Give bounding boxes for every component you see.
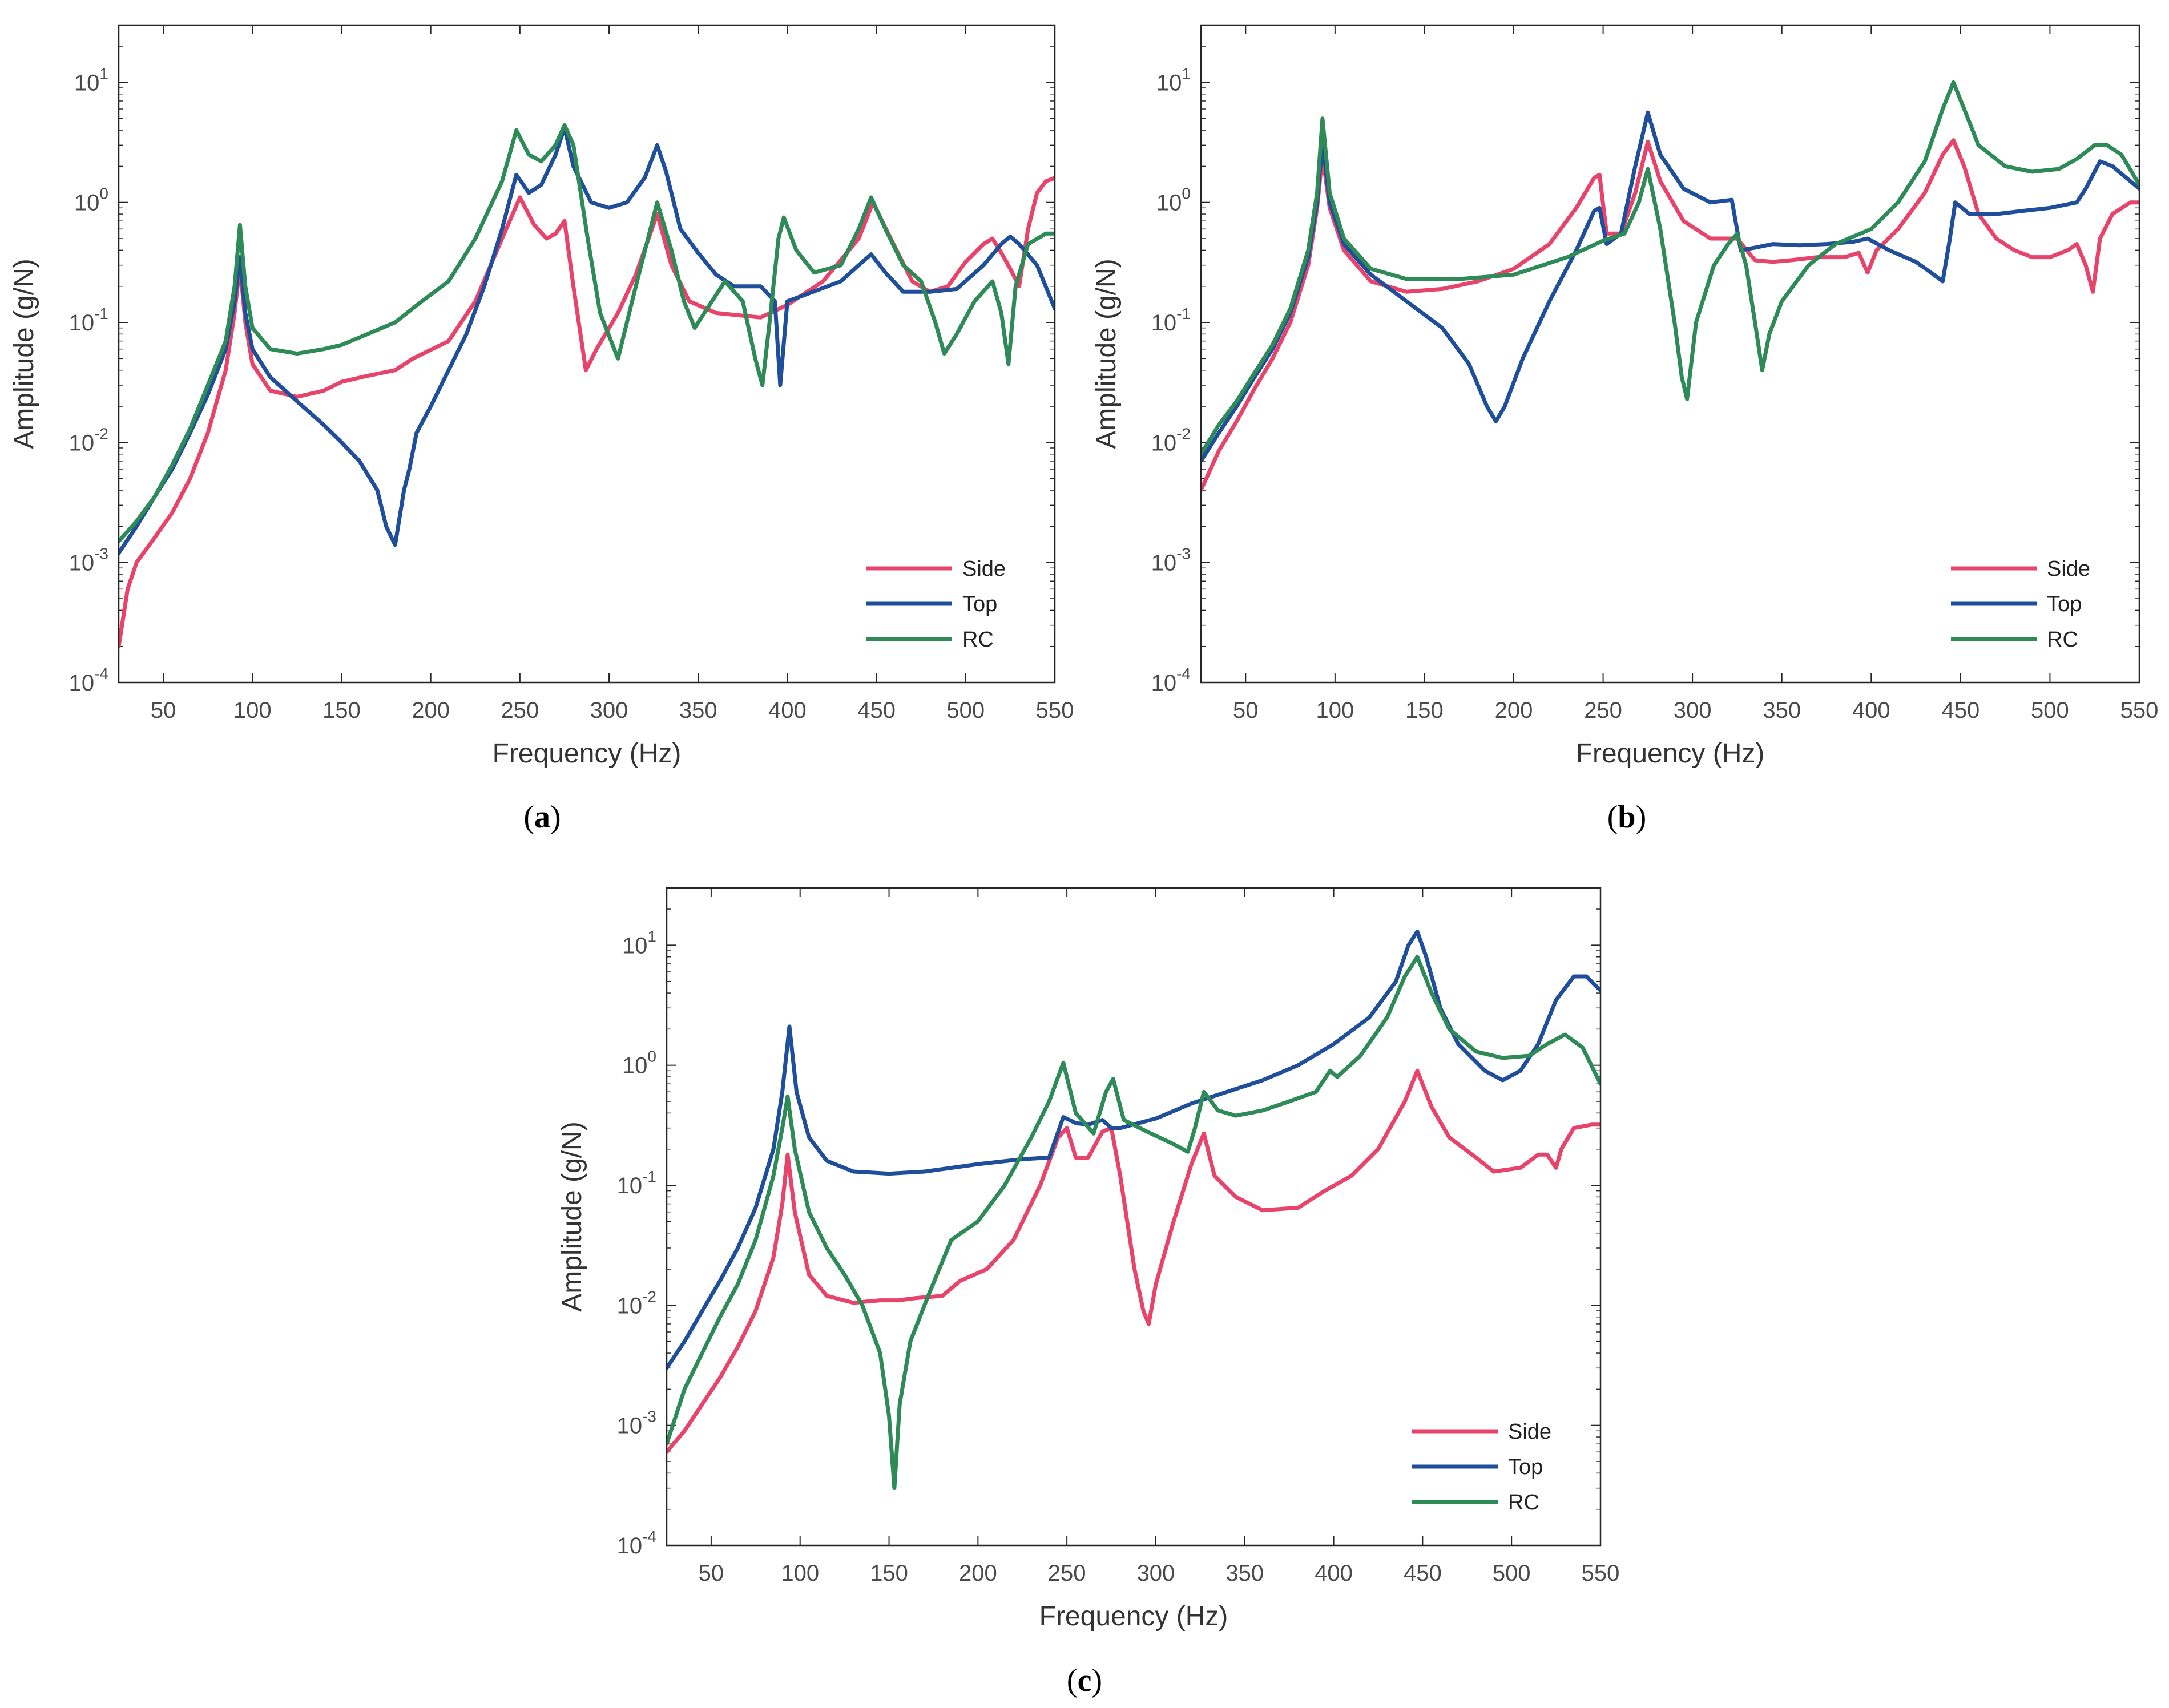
x-axis-title: Frequency (Hz) [1576,738,1765,769]
legend-label-top: Top [1508,1455,1543,1479]
x-tick-label: 250 [1584,698,1622,723]
x-tick-label: 200 [1495,698,1533,723]
x-tick-label: 450 [1404,1561,1442,1586]
panel-label: (a) [523,800,561,835]
x-tick-label: 450 [857,698,896,723]
y-tick-label: 10-1 [69,305,108,336]
x-tick-label: 50 [699,1561,724,1586]
y-tick-label: 10-4 [69,665,108,696]
axes-box [666,887,1602,1547]
x-tick-label: 500 [946,698,985,723]
x-tick-label: 100 [781,1561,819,1586]
x-tick-label: 100 [1316,698,1354,723]
x-tick-label: 300 [1137,1561,1175,1586]
series-line-rc [1201,80,2139,457]
legend-label-rc: RC [2047,628,2078,652]
y-tick-label: 101 [622,927,656,958]
x-tick-label: 200 [412,698,450,723]
series-line-top [119,126,1055,555]
plot-area [119,25,1055,683]
y-tick-label: 100 [1156,185,1191,216]
y-axis-title: Amplitude (g/N) [557,1121,587,1311]
legend-label-rc: RC [962,628,994,652]
chart-panel-a: 50 100 150 200 250 300 350 400 450 500 550 10-4 10-3… [9,24,1074,835]
y-tick-label: 10-4 [617,1528,656,1558]
y-tick-label: 101 [74,64,108,95]
x-tick-label: 100 [233,698,272,723]
x-axis-title: Frequency (Hz) [1039,1601,1228,1632]
y-tick-label: 10-3 [69,545,108,576]
x-tick-label: 500 [2031,698,2069,723]
legend-label-side: Side [1508,1420,1551,1444]
y-tick-label: 10-1 [617,1168,656,1198]
panel-label: (b) [1607,800,1646,835]
series-line-top [667,929,1600,1370]
y-axis-title: Amplitude (g/N) [9,259,39,449]
x-tick-label: 550 [2120,698,2159,723]
x-tick-label: 550 [1582,1561,1620,1586]
x-tick-label: 400 [1315,1561,1353,1586]
series-line-side [667,1068,1600,1454]
x-tick-label: 150 [870,1561,908,1586]
x-tick-label: 350 [1225,1561,1264,1586]
legend-label-rc: RC [1508,1491,1539,1515]
plot-area [667,888,1600,1545]
x-tick-label: 500 [1493,1561,1531,1586]
x-tick-label: 300 [590,698,628,723]
x-tick-label: 400 [768,698,807,723]
series-line-rc [667,955,1600,1491]
y-tick-label: 100 [74,185,108,216]
legend-label-top: Top [962,592,997,616]
y-tick-label: 101 [1156,64,1191,95]
y-tick-label: 10-2 [617,1287,656,1318]
x-tick-label: 350 [1763,698,1801,723]
y-tick-label: 10-1 [1151,305,1191,336]
chart-panel-c: 50 100 150 200 250 300 350 400 450 500 550 10-4 10-3… [557,887,1620,1698]
y-tick-label: 10-4 [1151,665,1191,696]
x-tick-label: 250 [1048,1561,1086,1586]
y-tick-label: 10-3 [1151,545,1191,576]
y-axis-title: Amplitude (g/N) [1091,259,1122,449]
legend-label-top: Top [2047,592,2082,616]
series-line-rc [119,123,1055,544]
x-tick-label: 50 [1233,698,1259,723]
x-tick-label: 300 [1674,698,1712,723]
x-tick-label: 350 [679,698,717,723]
x-tick-label: 550 [1036,698,1074,723]
y-tick-label: 10-2 [69,425,108,455]
x-tick-label: 250 [501,698,539,723]
chart-panel-b: 50 100 150 200 250 300 350 400 450 500 550 10-4 10-3… [1091,24,2159,835]
panel-label: (c) [1067,1663,1102,1698]
axes-box [1200,24,2140,684]
y-tick-label: 10-3 [617,1408,656,1439]
y-tick-label: 10-2 [1151,425,1191,455]
x-tick-label: 450 [1941,698,1979,723]
legend-label-side: Side [962,557,1006,581]
y-tick-label: 100 [622,1048,656,1079]
x-tick-label: 400 [1852,698,1890,723]
x-tick-label: 50 [151,698,176,723]
x-tick-label: 150 [1405,698,1444,723]
plot-area [1201,25,2139,683]
axes-box [118,24,1056,684]
x-tick-label: 200 [959,1561,997,1586]
legend-label-side: Side [2047,557,2090,581]
x-axis-title: Frequency (Hz) [493,738,682,769]
x-tick-label: 150 [322,698,361,723]
